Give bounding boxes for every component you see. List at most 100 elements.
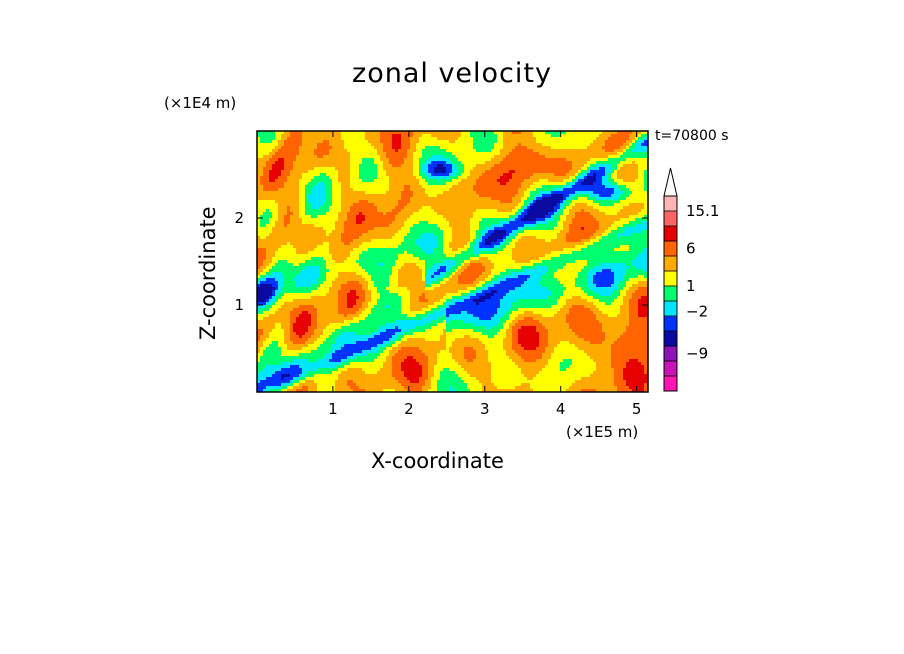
field-cell (392, 233, 396, 237)
field-cell (359, 242, 363, 246)
field-cell (365, 143, 369, 147)
field-cell (581, 137, 585, 141)
field-cell (518, 200, 522, 204)
field-cell (257, 245, 261, 249)
field-cell (458, 212, 462, 216)
field-cell (467, 134, 471, 138)
field-cell (608, 182, 612, 186)
field-cell (494, 137, 498, 141)
field-cell (341, 239, 345, 243)
field-cell (632, 215, 636, 219)
field-cell (440, 191, 444, 195)
field-cell (485, 194, 489, 198)
field-cell (275, 227, 279, 231)
field-cell (623, 215, 627, 219)
field-cell (419, 143, 423, 147)
field-cell (275, 200, 279, 204)
field-cell (413, 239, 417, 243)
field-cell (485, 134, 489, 138)
field-cell (458, 146, 462, 150)
field-cell (338, 239, 342, 243)
field-cell (629, 203, 633, 207)
field-cell (401, 182, 405, 186)
field-cell (332, 191, 336, 195)
field-cell (287, 233, 291, 237)
field-cell (632, 140, 636, 144)
field-cell (365, 149, 369, 153)
field-cell (395, 242, 399, 246)
field-cell (266, 131, 270, 135)
field-cell (512, 212, 516, 216)
field-cell (524, 161, 528, 165)
field-cell (521, 224, 525, 228)
field-cell (296, 158, 300, 162)
field-cell (299, 239, 303, 243)
field-cell (455, 158, 459, 162)
field-cell (587, 206, 591, 210)
field-cell (572, 131, 576, 135)
field-cell (305, 233, 309, 237)
field-cell (347, 182, 351, 186)
field-cell (476, 203, 480, 207)
field-cell (419, 167, 423, 171)
field-cell (449, 146, 453, 150)
field-cell (308, 197, 312, 201)
field-cell (470, 155, 474, 159)
field-cell (506, 188, 510, 192)
field-cell (404, 242, 408, 246)
field-cell (536, 149, 540, 153)
field-cell (293, 209, 297, 213)
field-cell (587, 167, 591, 171)
field-cell (413, 233, 417, 237)
field-cell (485, 167, 489, 171)
field-cell (386, 209, 390, 213)
field-cell (338, 182, 342, 186)
field-cell (269, 134, 273, 138)
field-cell (326, 212, 330, 216)
field-cell (302, 191, 306, 195)
field-cell (467, 173, 471, 177)
field-cell (326, 188, 330, 192)
field-cell (356, 173, 360, 177)
field-cell (452, 146, 456, 150)
field-cell (365, 173, 369, 177)
field-cell (407, 170, 411, 174)
field-cell (308, 191, 312, 195)
field-cell (479, 197, 483, 201)
field-cell (614, 179, 618, 183)
field-cell (545, 137, 549, 141)
field-cell (263, 227, 267, 231)
field-cell (506, 152, 510, 156)
field-cell (497, 236, 501, 240)
field-cell (434, 158, 438, 162)
field-cell (638, 242, 642, 246)
field-cell (524, 155, 528, 159)
field-cell (269, 167, 273, 171)
field-cell (635, 179, 639, 183)
field-cell (623, 233, 627, 237)
field-cell (557, 179, 561, 183)
field-cell (260, 242, 264, 246)
field-cell (482, 209, 486, 213)
field-cell (416, 179, 420, 183)
field-cell (308, 209, 312, 213)
field-cell (599, 224, 603, 228)
field-cell (335, 143, 339, 147)
field-cell (542, 200, 546, 204)
field-cell (530, 203, 534, 207)
field-cell (551, 215, 555, 219)
field-cell (296, 215, 300, 219)
field-cell (260, 158, 264, 162)
field-cell (542, 188, 546, 192)
field-cell (467, 221, 471, 225)
field-cell (632, 227, 636, 231)
field-cell (260, 200, 264, 204)
field-cell (458, 233, 462, 237)
field-cell (605, 173, 609, 177)
field-cell (635, 188, 639, 192)
field-cell (422, 203, 426, 207)
field-cell (611, 137, 615, 141)
field-cell (347, 143, 351, 147)
field-cell (608, 146, 612, 150)
field-cell (410, 200, 414, 204)
